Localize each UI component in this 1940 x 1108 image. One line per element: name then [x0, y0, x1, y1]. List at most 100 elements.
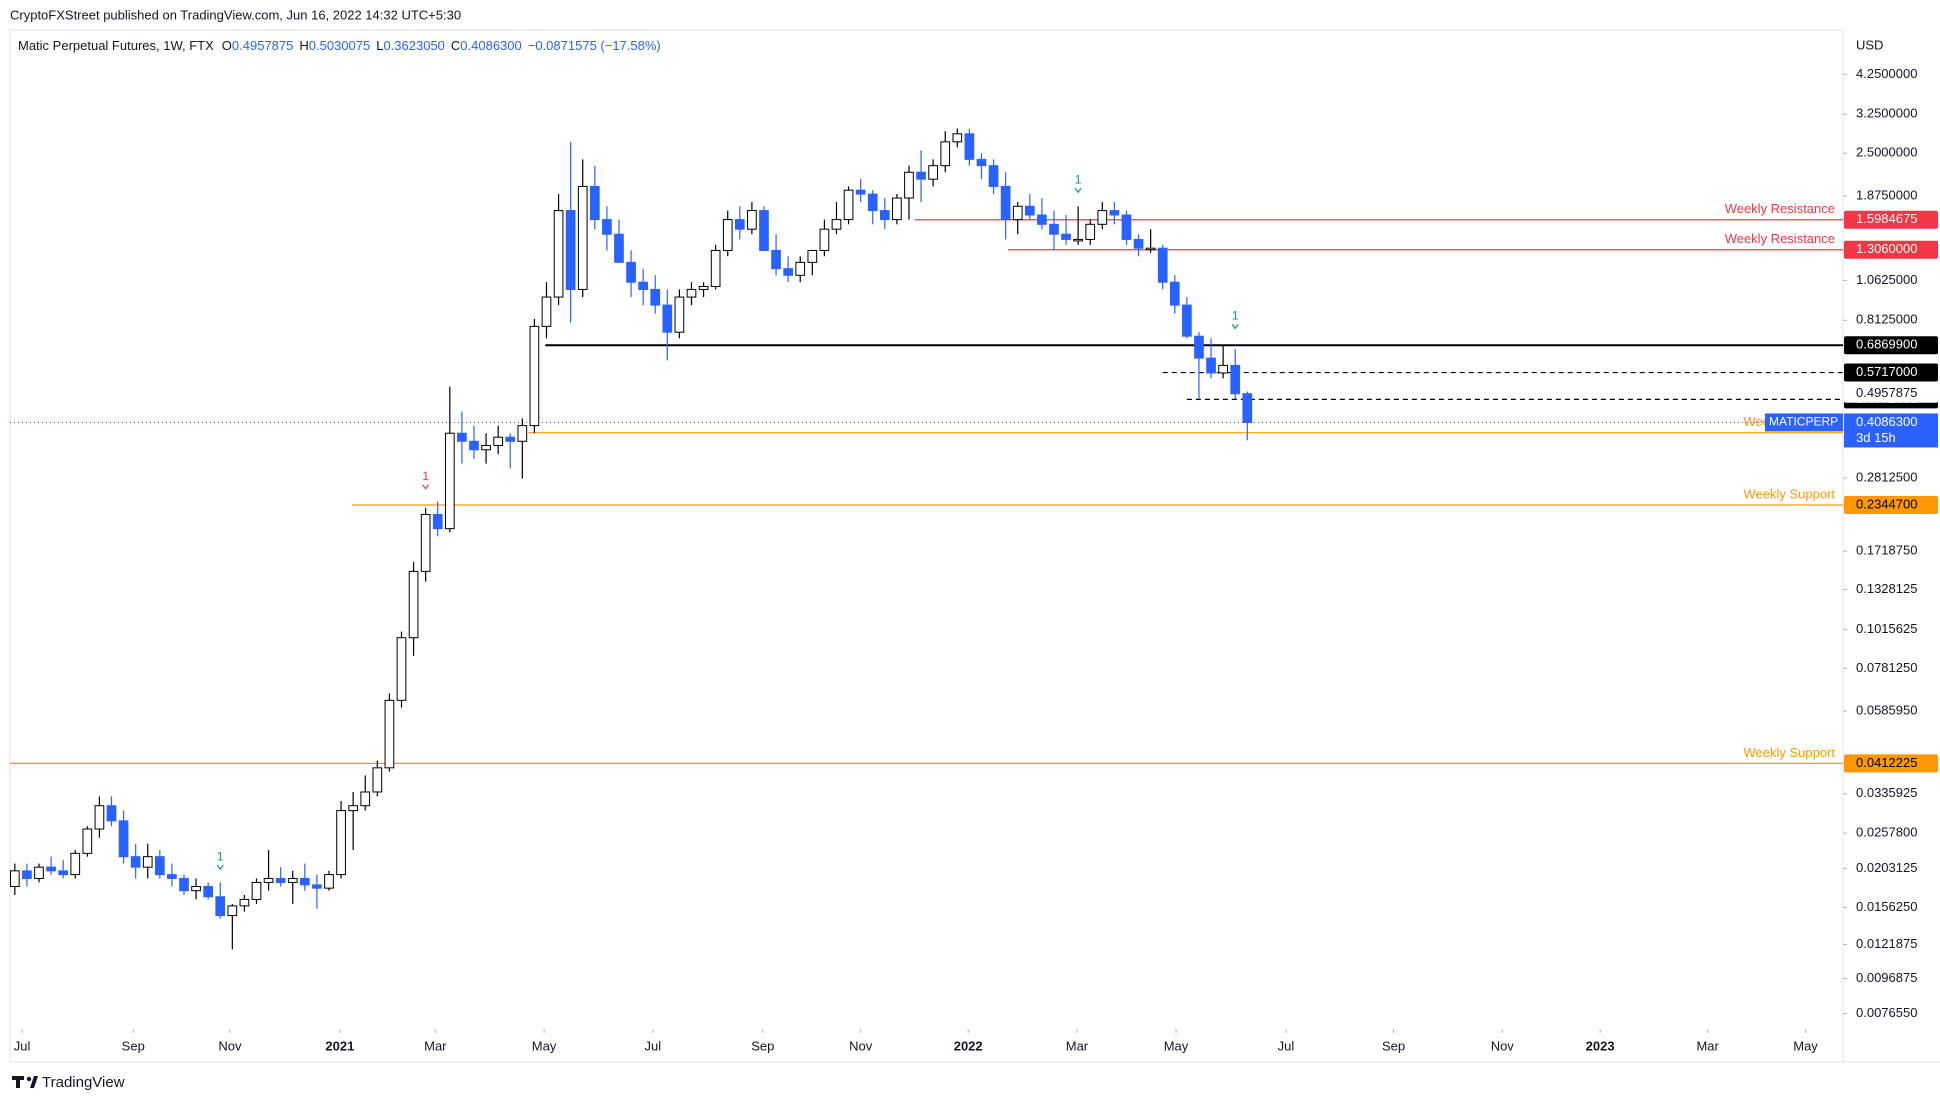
level-tag-bg	[1844, 210, 1938, 229]
y-tick-label: 0.0335925	[1856, 785, 1917, 800]
candle-body	[1073, 238, 1083, 242]
level-tag: 0.2344700	[1856, 496, 1917, 511]
candle-body	[1097, 210, 1108, 225]
candle-body	[626, 261, 636, 283]
candle-body	[469, 440, 479, 451]
y-tick-label: 0.1718750	[1856, 543, 1917, 558]
candle-body	[154, 856, 165, 876]
x-tick-label: Jul	[645, 1038, 662, 1053]
level-tag-bg	[1844, 363, 1938, 382]
candle-body	[239, 898, 250, 907]
symbol-tag: MATICPERP	[1769, 415, 1838, 429]
x-tick-label: Jul	[14, 1038, 31, 1053]
candle-body	[1230, 364, 1241, 395]
level-tag: 1.5984675	[1856, 211, 1917, 226]
candle-body	[759, 210, 769, 251]
candle-body	[287, 877, 298, 883]
candle-body	[58, 870, 69, 876]
footer-brand: TradingView	[42, 1074, 125, 1091]
candle-body	[517, 425, 528, 442]
publish-header: CryptoFXStreet published on TradingView.…	[10, 7, 461, 22]
candle-body	[722, 219, 733, 251]
candle-body	[1037, 214, 1047, 225]
candle-body	[807, 249, 818, 263]
candle-body	[130, 856, 141, 868]
candle-body	[372, 767, 383, 793]
logo-icon	[12, 1076, 24, 1088]
candle-body	[734, 219, 745, 230]
candle-body	[698, 286, 709, 290]
candle-body	[46, 866, 56, 872]
tradingview-logo	[12, 1076, 38, 1088]
candle-body	[384, 699, 395, 769]
candle-body	[1182, 304, 1192, 337]
candle-body	[167, 874, 177, 879]
candle-body	[662, 304, 673, 333]
annotation-arrow	[422, 484, 430, 490]
x-tick-label: 2022	[954, 1038, 983, 1053]
plot-area: Weekly Resistance Weekly Resistance Weekly…	[9, 128, 1843, 950]
candle-body	[106, 805, 117, 822]
candle-body	[650, 288, 661, 306]
candle-body	[191, 885, 201, 892]
x-tick-label: Mar	[1696, 1038, 1719, 1053]
y-tick-label: 0.0257800	[1856, 825, 1917, 840]
candle-body	[553, 210, 564, 298]
x-tick-label: May	[1793, 1038, 1818, 1053]
logo-slash	[30, 1076, 38, 1088]
open-tag: 0.4957875	[1856, 385, 1917, 400]
y-tick-label: 0.8125000	[1856, 312, 1917, 327]
x-tick-label: Nov	[849, 1038, 873, 1053]
annotation-arrow	[1231, 324, 1239, 330]
candle-body	[22, 870, 32, 879]
x-tick-label: Sep	[1382, 1038, 1405, 1053]
overlay: 1.59846751.30600000.68699000.57170000.47…	[1765, 210, 1938, 773]
candle-body	[70, 852, 81, 876]
candle-body	[1169, 281, 1180, 306]
candle-body	[251, 881, 262, 900]
candle-body	[577, 185, 588, 290]
candle-body	[457, 432, 467, 442]
legend-value: 0.3623050	[383, 38, 444, 53]
legend-row: Matic Perpetual Futures, 1W, FTX O0.49578…	[18, 38, 661, 53]
candle-body	[336, 810, 346, 876]
annotation: 1	[422, 469, 429, 483]
logo-dot	[26, 1076, 32, 1082]
candle-body	[1109, 210, 1120, 216]
legend-value: 0.4086300	[460, 38, 521, 53]
candle-body	[481, 444, 491, 451]
legend-value: 0.4957875	[232, 38, 293, 53]
candle-body	[408, 570, 419, 639]
x-tick-label: Jul	[1278, 1038, 1295, 1053]
candle-body	[1049, 223, 1059, 235]
candle-body	[432, 513, 443, 530]
candle-body	[142, 856, 153, 868]
x-tick-label: 2023	[1586, 1038, 1615, 1053]
candle-body	[916, 171, 926, 180]
level-tag-bg	[1844, 496, 1938, 515]
candle-body	[589, 185, 600, 221]
candle-body	[1133, 238, 1144, 249]
level-name: Weekly Support	[1743, 745, 1835, 760]
candle-body	[952, 133, 963, 143]
legend-key: L	[376, 38, 383, 53]
y-tick-label: 0.1015625	[1856, 621, 1917, 636]
x-tick-label: Nov	[1491, 1038, 1515, 1053]
legend-value: 0.5030075	[309, 38, 370, 53]
y-tick-label: 0.1328125	[1856, 581, 1917, 596]
legend-key: O	[222, 38, 232, 53]
candle-body	[275, 877, 286, 883]
annotation-arrow	[1074, 187, 1082, 194]
level-tag: 0.6869900	[1856, 337, 1917, 352]
candle-body	[493, 436, 504, 446]
candle-body	[1061, 233, 1071, 240]
annotation: 1	[1075, 172, 1082, 186]
candle-body	[795, 261, 806, 276]
candle-body	[1121, 214, 1132, 240]
candle-body	[614, 233, 624, 263]
candle-body	[747, 210, 757, 230]
level-tag: 1.3060000	[1856, 241, 1917, 256]
candle-body	[892, 197, 902, 221]
chart-title: Matic Perpetual Futures, 1W, FTX	[18, 38, 214, 53]
y-axis-label: USD	[1856, 37, 1883, 52]
